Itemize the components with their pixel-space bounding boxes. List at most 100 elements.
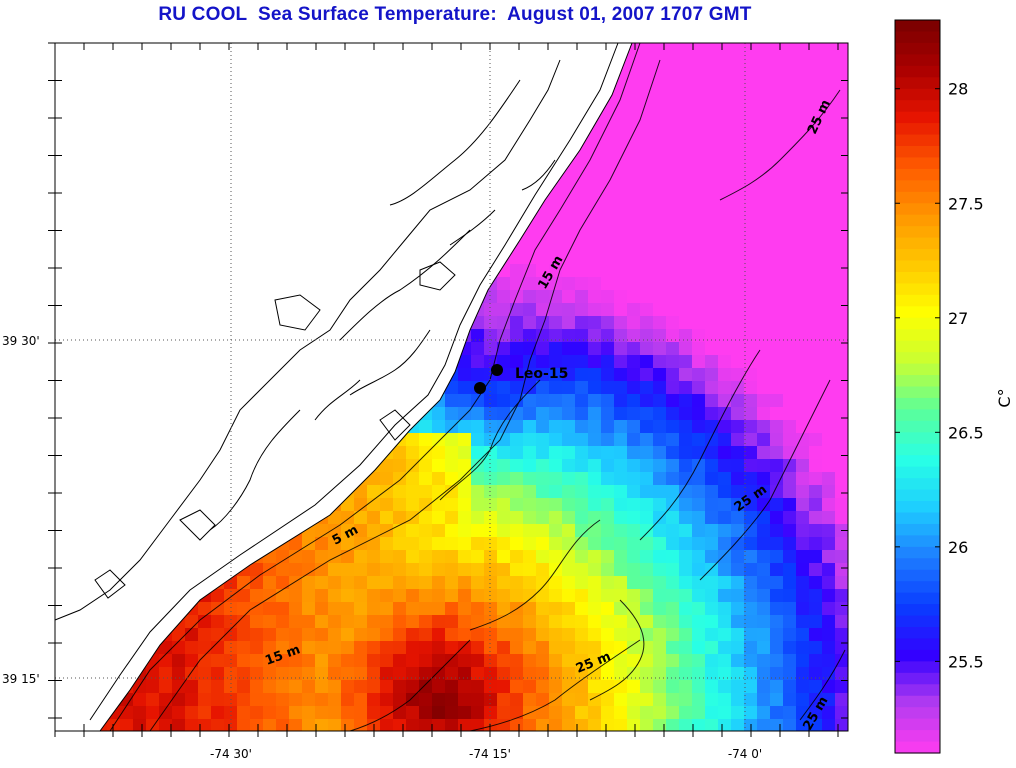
sst-cell <box>796 498 810 512</box>
sst-cell <box>523 290 537 304</box>
sst-cell <box>783 199 797 213</box>
sst-cell <box>432 576 446 590</box>
sst-cell <box>835 316 848 330</box>
sst-cell <box>757 316 771 330</box>
sst-cell <box>471 446 485 460</box>
sst-cell <box>419 693 433 707</box>
sst-cell <box>640 316 654 330</box>
sst-cell <box>471 407 485 421</box>
sst-cell <box>159 693 173 707</box>
sst-cell <box>705 563 719 577</box>
sst-cell <box>588 238 602 252</box>
sst-cell <box>562 212 576 226</box>
sst-cell <box>640 264 654 278</box>
sst-cell <box>666 264 680 278</box>
sst-cell <box>393 524 407 538</box>
sst-cell <box>419 628 433 642</box>
sst-cell <box>549 719 563 731</box>
sst-cell <box>744 485 758 499</box>
sst-cell <box>354 537 368 551</box>
station-marker[interactable] <box>491 364 503 376</box>
sst-cell <box>809 537 823 551</box>
sst-cell <box>770 498 784 512</box>
sst-cell <box>159 706 173 720</box>
sst-cell <box>666 225 680 239</box>
sst-cell <box>783 225 797 239</box>
sst-cell <box>354 719 368 731</box>
sst-cell <box>640 498 654 512</box>
sst-cell <box>692 628 706 642</box>
sst-cell <box>835 615 848 629</box>
sst-cell <box>510 303 524 317</box>
sst-cell <box>471 355 485 369</box>
sst-cell <box>354 680 368 694</box>
sst-cell <box>289 628 303 642</box>
sst-cell <box>718 147 732 161</box>
sst-cell <box>796 134 810 148</box>
sst-cell <box>354 667 368 681</box>
sst-cell <box>835 719 848 731</box>
sst-cell <box>614 316 628 330</box>
sst-cell <box>601 251 615 265</box>
sst-cell <box>731 251 745 265</box>
sst-cell <box>809 225 823 239</box>
sst-cell <box>445 537 459 551</box>
sst-cell <box>718 160 732 174</box>
sst-cell <box>744 329 758 343</box>
sst-cell <box>744 407 758 421</box>
sst-cell <box>783 238 797 252</box>
sst-cell <box>822 212 836 226</box>
sst-cell <box>328 706 342 720</box>
sst-cell <box>302 641 316 655</box>
sst-cell <box>731 602 745 616</box>
sst-cell <box>692 134 706 148</box>
sst-cell <box>354 706 368 720</box>
sst-cell <box>601 368 615 382</box>
sst-cell <box>705 680 719 694</box>
sst-cell <box>809 563 823 577</box>
sst-cell <box>835 589 848 603</box>
colorbar-block <box>895 226 940 239</box>
sst-cell <box>588 641 602 655</box>
sst-cell <box>757 160 771 174</box>
sst-cell <box>627 459 641 473</box>
sst-cell <box>731 433 745 447</box>
colorbar-block <box>895 386 940 399</box>
sst-cell <box>601 121 615 135</box>
sst-cell <box>718 69 732 83</box>
sst-cell <box>692 563 706 577</box>
sst-cell <box>796 433 810 447</box>
sst-cell <box>744 264 758 278</box>
sst-cell <box>614 472 628 486</box>
sst-cell <box>536 433 550 447</box>
sst-cell <box>744 394 758 408</box>
sst-cell <box>497 498 511 512</box>
sst-cell <box>796 420 810 434</box>
sst-cell <box>484 524 498 538</box>
sst-cell <box>731 69 745 83</box>
sst-cell <box>744 69 758 83</box>
sst-cell <box>744 589 758 603</box>
station-marker[interactable] <box>474 382 486 394</box>
sst-cell <box>380 459 394 473</box>
sst-cell <box>770 576 784 590</box>
station-leo-15[interactable]: Leo-15 <box>474 364 568 394</box>
sst-cell <box>809 628 823 642</box>
sst-cell <box>263 563 277 577</box>
sst-cell <box>757 212 771 226</box>
sst-cell <box>822 446 836 460</box>
sst-cell <box>458 667 472 681</box>
sst-cell <box>679 719 693 731</box>
sst-cell <box>445 550 459 564</box>
sst-cell <box>744 602 758 616</box>
sst-cell <box>835 238 848 252</box>
sst-cell <box>510 394 524 408</box>
sst-cell <box>549 472 563 486</box>
sst-cell <box>354 485 368 499</box>
sst-cell <box>757 472 771 486</box>
sst-cell <box>471 641 485 655</box>
sst-cell <box>744 472 758 486</box>
sst-cell <box>705 43 719 57</box>
sst-cell <box>731 407 745 421</box>
sst-cell <box>705 602 719 616</box>
